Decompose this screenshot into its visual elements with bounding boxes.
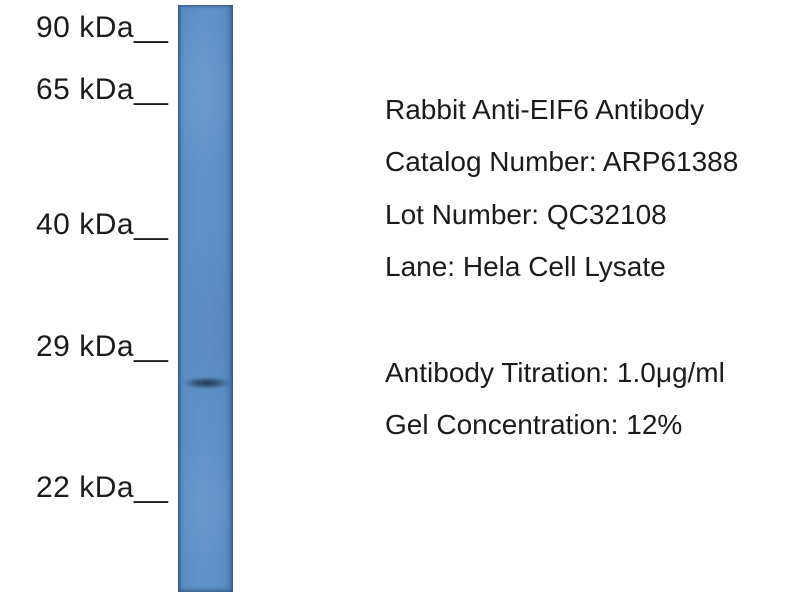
lot-number-text: Lot Number: QC32108: [385, 199, 667, 230]
lane-sample-text: Lane: Hela Cell Lysate: [385, 251, 666, 282]
mw-marker-22kda: 22 kDa__: [36, 471, 169, 504]
mw-marker-65kda: 65 kDa__: [36, 73, 169, 106]
gel-concentration-text: Gel Concentration: 12%: [385, 409, 683, 440]
antibody-name-text: Rabbit Anti-EIF6 Antibody: [385, 94, 705, 125]
antibody-titration-text: Antibody Titration: 1.0μg/ml: [385, 357, 725, 388]
protein-band: [180, 375, 231, 391]
catalog-number-text: Catalog Number: ARP61388: [385, 146, 739, 177]
mw-marker-40kda: 40 kDa__: [36, 208, 169, 241]
mw-marker-29kda: 29 kDa__: [36, 330, 169, 363]
mw-marker-90kda: 90 kDa__: [36, 11, 169, 44]
gel-lane: [178, 5, 233, 592]
